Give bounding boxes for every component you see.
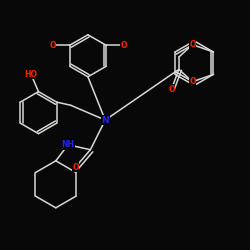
Text: NH: NH	[62, 140, 75, 149]
Text: O: O	[72, 162, 79, 172]
Text: O: O	[49, 41, 56, 50]
Text: O: O	[120, 41, 127, 50]
Text: O: O	[189, 40, 196, 49]
Text: HO: HO	[24, 70, 38, 79]
Text: O: O	[189, 77, 196, 86]
Text: N: N	[102, 116, 109, 124]
Text: O: O	[168, 85, 175, 94]
